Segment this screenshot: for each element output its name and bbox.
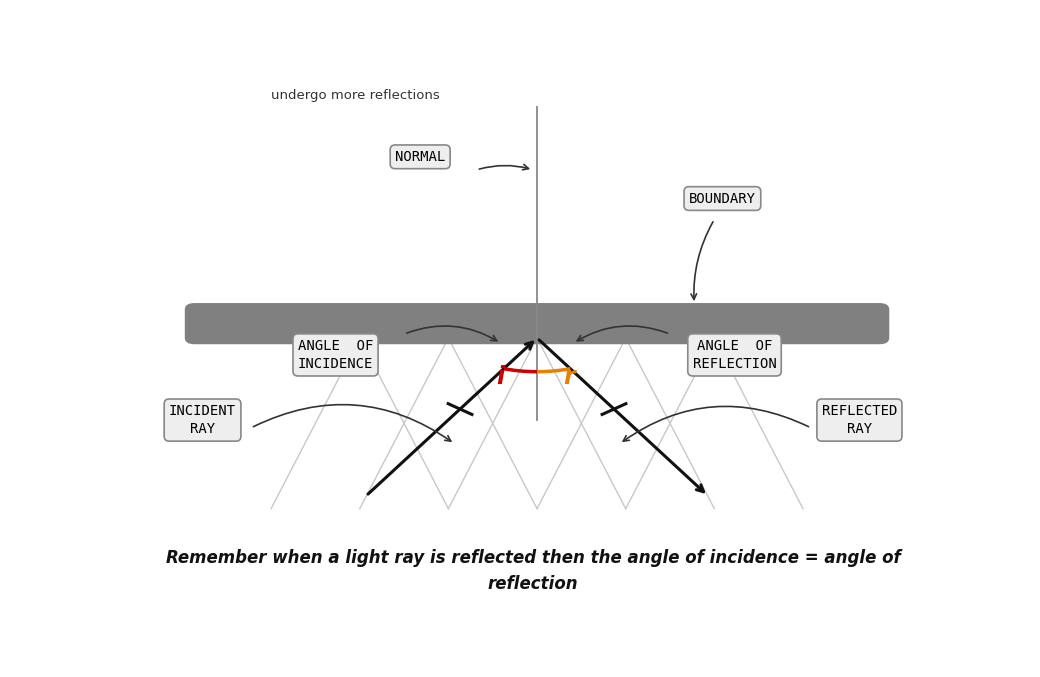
Text: Remember when a light ray is reflected then the angle of incidence = angle of
re: Remember when a light ray is reflected t… bbox=[165, 549, 901, 594]
Text: ANGLE  OF
REFLECTION: ANGLE OF REFLECTION bbox=[693, 338, 777, 371]
Text: BOUNDARY: BOUNDARY bbox=[688, 192, 756, 206]
FancyBboxPatch shape bbox=[185, 303, 889, 344]
Text: r: r bbox=[564, 365, 575, 389]
Text: ANGLE  OF
INCIDENCE: ANGLE OF INCIDENCE bbox=[297, 338, 373, 371]
Text: REFLECTED
RAY: REFLECTED RAY bbox=[822, 404, 898, 436]
Text: INCIDENT
RAY: INCIDENT RAY bbox=[170, 404, 236, 436]
Text: i: i bbox=[497, 365, 504, 389]
Text: undergo more reflections: undergo more reflections bbox=[271, 89, 440, 102]
Text: NORMAL: NORMAL bbox=[395, 150, 445, 164]
